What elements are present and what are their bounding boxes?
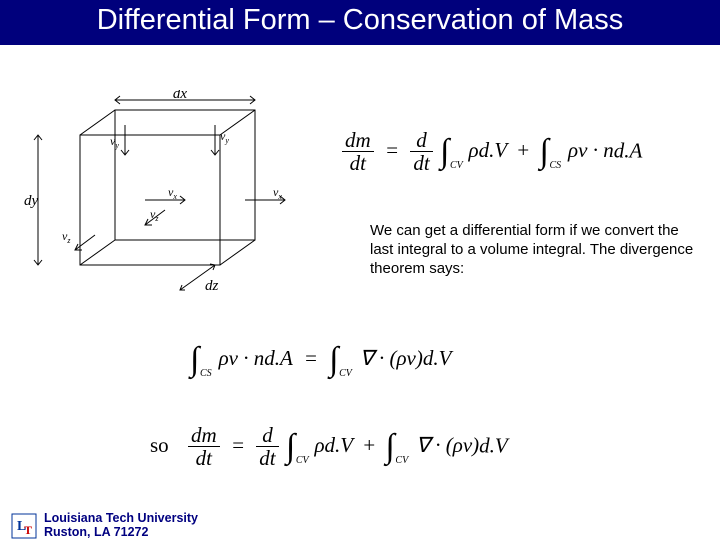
- slide-footer: L T Louisiana Tech University Ruston, LA…: [10, 512, 198, 540]
- equation-divergence-theorem: ∫CS ρv · nd.A = ∫CV ∇ · (ρv)d.V: [190, 345, 451, 376]
- eq2-equals: =: [304, 346, 318, 370]
- eq2-tail: d.V: [423, 346, 452, 370]
- vy-label-2: vy: [220, 129, 229, 145]
- eq3-int2: ∫CV: [385, 432, 394, 463]
- eq3-int1: ∫CV: [286, 432, 295, 463]
- eq3-plus: +: [362, 433, 376, 457]
- eq2-nabla: ∇ · (ρv): [360, 346, 423, 370]
- eq1-equals: =: [385, 138, 399, 162]
- cube-svg: dx dy dz vy vy vx: [20, 90, 300, 320]
- vz-label-1: vz: [62, 229, 71, 245]
- eq2-int2: ∫CV: [329, 345, 338, 376]
- eq1-rhs-num: d: [410, 130, 432, 152]
- eq3-int1-body: ρd.V: [314, 433, 352, 457]
- eq2-int1: ∫CS: [190, 345, 199, 376]
- dy-label: dy: [24, 193, 39, 209]
- dx-label: dx: [173, 90, 188, 102]
- slide-title: Differential Form – Conservation of Mass: [97, 4, 624, 36]
- university-logo-icon: L T: [10, 512, 38, 540]
- eq3-tail: d.V: [479, 433, 508, 457]
- eq1-int2-tail: d.A: [614, 138, 643, 162]
- explanation-text: We can get a differential form if we con…: [370, 222, 700, 278]
- eq3-prefix: so: [150, 433, 169, 457]
- dz-label: dz: [205, 278, 219, 294]
- vy-label-1: vy: [110, 134, 119, 150]
- eq1-lhs-num: dm: [342, 130, 374, 152]
- eq3-rhs-den: dt: [256, 447, 278, 470]
- eq2-int1-body: ρv · n: [219, 346, 265, 370]
- vx-label-1: vx: [168, 185, 177, 201]
- slide-title-bar: Differential Form – Conservation of Mass: [0, 0, 720, 45]
- eq3-equals: =: [231, 433, 245, 457]
- eq1-int1-body: ρd.V: [469, 138, 507, 162]
- eq1-int1: ∫CV: [440, 137, 449, 168]
- equation-mass-balance: dm dt = d dt ∫CV ρd.V + ∫CS ρv · nd.A: [340, 130, 642, 175]
- eq3-rhs-num: d: [256, 425, 278, 447]
- footer-line1: Louisiana Tech University: [44, 512, 198, 526]
- eq1-rhs-den: dt: [410, 152, 432, 175]
- eq1-lhs-den: dt: [342, 152, 374, 175]
- footer-line2: Ruston, LA 71272: [44, 526, 198, 540]
- vx-label-2: vx: [273, 185, 282, 201]
- eq3-lhs-den: dt: [188, 447, 220, 470]
- eq2-int1-tail: d.A: [264, 346, 292, 370]
- eq3-lhs-num: dm: [188, 425, 220, 447]
- eq1-plus: +: [516, 138, 530, 162]
- eq3-nabla: ∇ · (ρv): [416, 433, 479, 457]
- footer-text-block: Louisiana Tech University Ruston, LA 712…: [44, 512, 198, 540]
- equation-final: so dm dt = d dt ∫CV ρd.V + ∫CV ∇ · (ρv)d…: [150, 425, 508, 470]
- control-volume-diagram: dx dy dz vy vy vx: [20, 90, 300, 320]
- vz-label-2: vz: [150, 207, 159, 223]
- eq1-int2: ∫CS: [539, 137, 548, 168]
- eq1-int2-body: ρv · n: [568, 138, 614, 162]
- svg-text:T: T: [24, 523, 32, 537]
